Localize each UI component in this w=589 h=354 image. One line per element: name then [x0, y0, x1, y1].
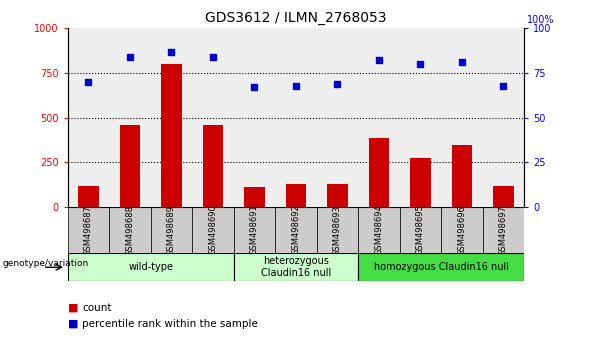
Point: [416, 61, 425, 67]
Point: [457, 59, 466, 65]
Text: percentile rank within the sample: percentile rank within the sample: [82, 319, 259, 329]
Bar: [192, 207, 234, 253]
Text: GSM498690: GSM498690: [209, 205, 217, 256]
Bar: [203, 125, 223, 207]
Point: [292, 83, 301, 88]
Bar: [109, 207, 151, 253]
Bar: [493, 185, 514, 207]
Text: homozygous Claudin16 null: homozygous Claudin16 null: [373, 262, 509, 272]
Point: [499, 83, 508, 88]
Text: count: count: [82, 303, 112, 313]
Bar: [358, 207, 400, 253]
Point: [167, 49, 176, 55]
Bar: [452, 144, 472, 207]
Text: GSM498694: GSM498694: [375, 205, 383, 256]
Text: GSM498687: GSM498687: [84, 205, 93, 256]
Bar: [161, 64, 182, 207]
Bar: [358, 253, 524, 281]
Text: GSM498688: GSM498688: [125, 205, 134, 256]
Point: [250, 85, 259, 90]
Text: GSM498692: GSM498692: [292, 205, 300, 256]
Text: GSM498695: GSM498695: [416, 205, 425, 256]
Text: ■: ■: [68, 303, 78, 313]
Bar: [244, 187, 265, 207]
Bar: [234, 207, 275, 253]
Bar: [327, 184, 348, 207]
Point: [209, 54, 218, 60]
Text: GSM498696: GSM498696: [458, 205, 466, 256]
Text: GSM498691: GSM498691: [250, 205, 259, 256]
Bar: [78, 185, 99, 207]
Bar: [483, 207, 524, 253]
Bar: [317, 207, 358, 253]
Title: GDS3612 / ILMN_2768053: GDS3612 / ILMN_2768053: [205, 11, 387, 24]
Point: [374, 58, 383, 63]
Bar: [151, 207, 192, 253]
Bar: [369, 138, 389, 207]
Text: heterozygous
Claudin16 null: heterozygous Claudin16 null: [261, 256, 331, 278]
Bar: [286, 184, 306, 207]
Text: ■: ■: [68, 319, 78, 329]
Bar: [441, 207, 483, 253]
Bar: [68, 207, 109, 253]
Point: [125, 54, 135, 60]
Bar: [400, 207, 441, 253]
Bar: [234, 253, 358, 281]
Point: [333, 81, 342, 87]
Bar: [275, 207, 317, 253]
Bar: [120, 125, 140, 207]
Point: [84, 79, 93, 85]
Text: genotype/variation: genotype/variation: [3, 259, 89, 268]
Text: 100%: 100%: [527, 15, 555, 25]
Text: wild-type: wild-type: [128, 262, 173, 272]
Text: GSM498693: GSM498693: [333, 205, 342, 256]
Bar: [68, 253, 234, 281]
Bar: [410, 158, 431, 207]
Text: GSM498689: GSM498689: [167, 205, 176, 256]
Text: GSM498697: GSM498697: [499, 205, 508, 256]
